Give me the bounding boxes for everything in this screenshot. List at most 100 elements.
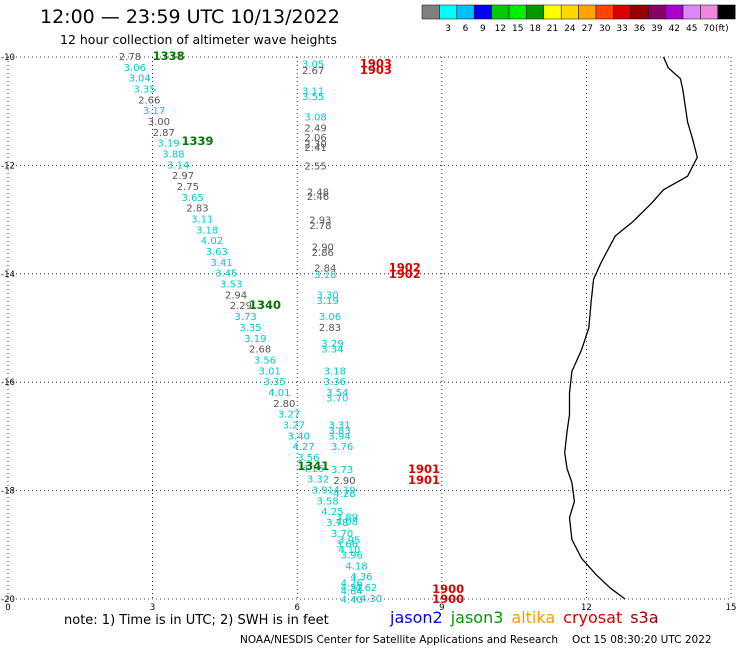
wave-height-value: 3.89 (336, 513, 358, 524)
wave-height-value: 4.28 (333, 489, 355, 500)
wave-height-value: 4.26 (341, 579, 363, 590)
wave-height-value: 3.35 (239, 323, 261, 334)
y-tick-label: -12 (1, 161, 15, 171)
wave-height-value: 4.25 (321, 507, 343, 518)
color-swatch (647, 4, 666, 20)
legend-altika: altika (511, 608, 556, 627)
wave-height-value: 3.83 (329, 426, 351, 437)
legend-jason3: jason3 (450, 608, 504, 627)
wave-height-value: 3.05 (302, 60, 324, 71)
wave-height-value: 3.91 (312, 486, 334, 497)
color-scale-label: 27 (582, 24, 593, 34)
color-swatch (717, 4, 736, 20)
color-scale-label: 24 (564, 24, 576, 34)
wave-height-value: 4.30 (360, 594, 382, 605)
color-scale-label: 21 (547, 24, 558, 34)
wave-height-value: 3.17 (143, 106, 165, 117)
color-swatch (578, 4, 597, 20)
color-swatch (630, 4, 649, 20)
coastline (564, 56, 698, 600)
wave-height-value: 4.19 (333, 486, 355, 497)
wave-height-value: 3.34 (321, 345, 343, 356)
color-scale-label: 33 (616, 24, 627, 34)
color-swatch (682, 4, 701, 20)
color-scale-label: 42 (669, 24, 680, 34)
wave-height-value: 4.02 (201, 236, 223, 247)
footer-note: note: 1) Time is in UTC; 2) SWH is in fe… (64, 613, 329, 628)
pass-number: 1900 (432, 582, 464, 596)
wave-height-value: 3.04 (129, 74, 151, 85)
wave-height-value: 3.00 (148, 117, 170, 128)
wave-height-value: 3.18 (314, 270, 336, 281)
wave-height-value: 3.19 (157, 139, 179, 150)
wave-height-value: 3.96 (341, 551, 363, 562)
wave-height-value: 3.35 (133, 84, 155, 95)
wave-height-value: 3.19 (316, 296, 338, 307)
legend-cryosat: cryosat (563, 608, 623, 627)
wave-height-value: 3.27 (278, 410, 300, 421)
wave-height-value: 3.06 (124, 63, 146, 74)
wave-height-value: 3.94 (329, 431, 351, 442)
wave-height-value: 3.53 (220, 280, 242, 291)
wave-height-value: 3.56 (254, 355, 276, 366)
wave-height-value: 3.18 (324, 366, 346, 377)
wave-height-value: 3.88 (162, 149, 184, 160)
color-swatch (700, 4, 719, 20)
color-swatch (595, 4, 614, 20)
wave-height-value: 3.56 (297, 453, 319, 464)
wave-height-value: 4.08 (336, 517, 358, 528)
wave-height-value: 3.78 (326, 518, 348, 529)
wave-height-value: 3.54 (326, 388, 348, 399)
wave-height-value: 3.32 (307, 475, 329, 486)
y-tick-label: -18 (1, 487, 15, 497)
wave-height-value: 4.01 (268, 388, 290, 399)
color-swatch (456, 4, 475, 20)
wave-height-value: 3.40 (288, 431, 310, 442)
wave-height-value: 3.70 (326, 393, 348, 404)
pass-number: 1901 (408, 462, 440, 476)
color-swatch (560, 4, 579, 20)
wave-height-value: 2.55 (304, 161, 326, 172)
wave-height-value: 3.73 (235, 312, 257, 323)
color-scale-label: 39 (651, 24, 663, 34)
wave-height-value: 2.46 (307, 192, 329, 203)
y-tick-label: -14 (1, 270, 15, 280)
wave-height-value: 3.30 (316, 290, 338, 301)
page-subtitle: 12 hour collection of altimeter wave hei… (60, 32, 337, 47)
color-scale-label: 70 (703, 24, 715, 34)
wave-height-value: 4.16 (302, 464, 324, 475)
pass-number: 1901 (408, 473, 440, 487)
wave-height-value: 4.62 (355, 583, 377, 594)
y-tick-label: -20 (1, 595, 15, 605)
credit-line: NOAA/NESDIS Center for Satellite Applica… (240, 634, 712, 646)
wave-height-value: 2.78 (119, 52, 141, 63)
wave-height-value: 2.67 (302, 66, 324, 77)
generated-timestamp: Oct 15 08:30:20 UTC 2022 (572, 634, 712, 646)
wave-height-value: 3.31 (329, 420, 351, 431)
wave-height-value: 4.40 (341, 595, 363, 606)
color-scale-label: 18 (529, 24, 541, 34)
satellite-legend: jason2 jason3 altika cryosat s3a (390, 608, 667, 627)
pass-number: 1338 (153, 49, 185, 63)
wave-height-value: 2.83 (186, 204, 208, 215)
pass-number: 1902 (389, 267, 421, 281)
wave-height-value: 3.66 (336, 540, 358, 551)
wave-height-value: 3.19 (244, 334, 266, 345)
wave-height-value: 3.35 (263, 377, 285, 388)
wave-height-value: 3.14 (167, 160, 189, 171)
x-tick-label: 15 (726, 603, 737, 612)
x-tick-label: 6 (294, 603, 299, 612)
pass-number: 1903 (360, 57, 392, 71)
wave-height-value: 3.36 (324, 377, 346, 388)
wave-height-value: 2.75 (177, 182, 199, 193)
credit-text: NOAA/NESDIS Center for Satellite Applica… (240, 634, 558, 646)
color-swatch (473, 4, 492, 20)
wave-height-value: 2.30 (304, 140, 326, 151)
color-swatch (439, 4, 458, 20)
y-tick-label: -16 (1, 378, 15, 388)
color-swatch (526, 4, 545, 20)
wave-height-value: 4.18 (345, 561, 367, 572)
wave-height-value: 2.94 (225, 290, 247, 301)
color-scale-label: 9 (480, 24, 486, 34)
